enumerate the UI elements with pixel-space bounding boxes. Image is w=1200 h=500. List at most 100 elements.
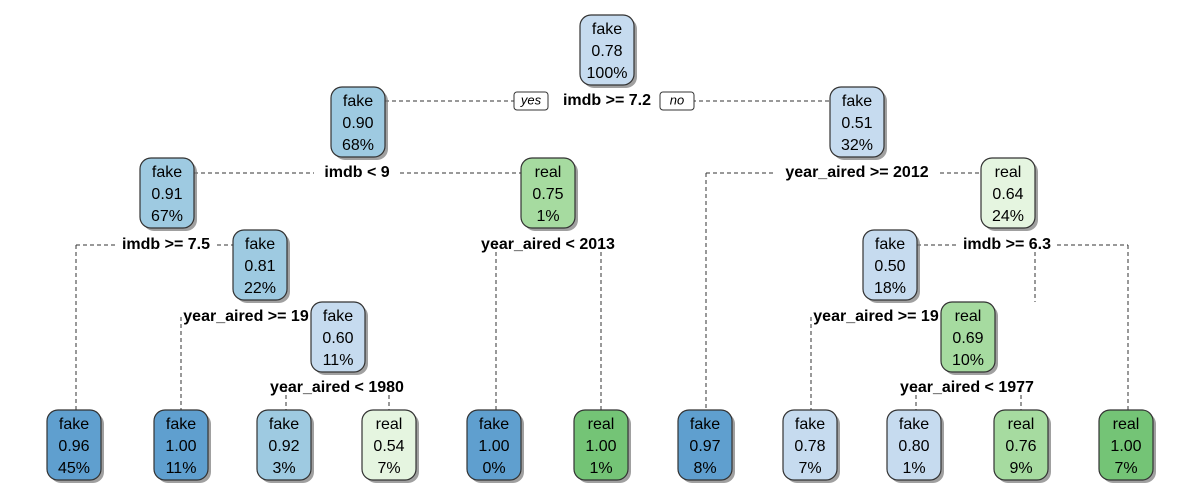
node-pct: 7% [377, 460, 400, 477]
node-pct: 18% [874, 280, 906, 297]
node-pct: 32% [841, 137, 873, 154]
node-pct: 3% [272, 460, 295, 477]
tree-node: real 0.69 10% [940, 301, 998, 375]
node-label: fake [59, 416, 89, 433]
node-label: fake [875, 236, 905, 253]
node-prob: 0.75 [532, 186, 563, 203]
node-label: fake [899, 416, 929, 433]
node-pct: 9% [1009, 460, 1032, 477]
node-label: real [1113, 416, 1140, 433]
edges [75, 100, 1129, 410]
split-label: imdb >= 6.3 [963, 236, 1051, 253]
node-label: fake [592, 21, 622, 38]
node-prob: 0.50 [874, 258, 905, 275]
node-prob: 0.78 [794, 438, 825, 455]
node-pct: 11% [166, 460, 197, 477]
node-label: fake [166, 416, 196, 433]
node-pct: 45% [58, 460, 90, 477]
node-label: real [376, 416, 403, 433]
tree-node: fake 0.60 11% [310, 301, 368, 375]
node-prob: 0.96 [58, 438, 89, 455]
node-pct: 8% [693, 460, 716, 477]
node-label: fake [245, 236, 275, 253]
node-pct: 1% [536, 208, 559, 225]
svg-text:no: no [670, 92, 684, 107]
node-pct: 67% [151, 208, 183, 225]
node-label: real [1008, 416, 1035, 433]
tree-node: fake 0.80 1% [886, 409, 944, 483]
node-label: real [955, 308, 982, 325]
node-pct: 11% [323, 352, 354, 369]
node-prob: 0.76 [1005, 438, 1036, 455]
node-label: real [588, 416, 615, 433]
node-pct: 7% [798, 460, 821, 477]
no-tag: no [659, 91, 695, 111]
tree-node: fake 1.00 0% [466, 409, 524, 483]
node-prob: 0.78 [591, 43, 622, 60]
tree-node: real 0.64 24% [980, 157, 1038, 231]
node-prob: 0.91 [151, 186, 182, 203]
node-label: fake [343, 93, 373, 110]
node-label: fake [842, 93, 872, 110]
node-prob: 0.64 [992, 186, 1023, 203]
node-pct: 7% [1114, 460, 1137, 477]
tree-node: fake 0.92 3% [256, 409, 314, 483]
node-prob: 1.00 [478, 438, 509, 455]
node-prob: 0.90 [342, 115, 373, 132]
split-label: year_aired >= 19 [813, 308, 939, 325]
node-prob: 0.97 [689, 438, 720, 455]
node-label: fake [269, 416, 299, 433]
node-prob: 1.00 [585, 438, 616, 455]
node-prob: 1.00 [1110, 438, 1141, 455]
node-pct: 24% [992, 208, 1024, 225]
tree-node: fake 0.96 45% [46, 409, 104, 483]
tree-node: real 0.75 1% [520, 157, 578, 231]
node-pct: 22% [244, 280, 276, 297]
split-label: year_aired < 1977 [900, 379, 1034, 396]
svg-text:yes: yes [520, 92, 542, 107]
node-pct: 0% [482, 460, 505, 477]
split-label: year_aired >= 2012 [785, 164, 928, 181]
tree-node: real 0.54 7% [361, 409, 419, 483]
node-pct: 1% [589, 460, 612, 477]
tree-node: real 1.00 7% [1098, 409, 1156, 483]
tree-node: fake 0.51 32% [829, 86, 887, 160]
node-pct: 68% [342, 137, 374, 154]
node-prob: 0.60 [322, 330, 353, 347]
tree-node: real 1.00 1% [573, 409, 631, 483]
tree-node: fake 0.78 100% [579, 14, 637, 88]
split-label: imdb >= 7.2 [563, 92, 651, 109]
split-label: imdb < 9 [324, 164, 389, 181]
node-prob: 0.69 [952, 330, 983, 347]
node-prob: 0.92 [268, 438, 299, 455]
node-prob: 0.80 [898, 438, 929, 455]
node-label: real [535, 164, 562, 181]
node-prob: 0.54 [373, 438, 404, 455]
node-label: fake [795, 416, 825, 433]
tree-node: fake 0.97 8% [677, 409, 735, 483]
split-label: year_aired < 2013 [481, 236, 615, 253]
node-prob: 0.81 [244, 258, 275, 275]
node-label: fake [479, 416, 509, 433]
node-prob: 0.51 [841, 115, 872, 132]
tree-node: fake 0.78 7% [782, 409, 840, 483]
yes-tag: yes [513, 91, 549, 111]
node-pct: 1% [902, 460, 925, 477]
node-prob: 1.00 [165, 438, 196, 455]
tree-node: fake 0.81 22% [232, 229, 290, 303]
node-label: fake [690, 416, 720, 433]
split-label: year_aired >= 19 [183, 308, 309, 325]
node-label: real [995, 164, 1022, 181]
split-label: year_aired < 1980 [270, 379, 404, 396]
tree-node: fake 1.00 11% [153, 409, 211, 483]
node-pct: 10% [952, 352, 984, 369]
node-pct: 100% [587, 65, 628, 82]
tree-node: fake 0.90 68% [330, 86, 388, 160]
tree-node: fake 0.91 67% [139, 157, 197, 231]
node-label: fake [152, 164, 182, 181]
tree-node: real 0.76 9% [993, 409, 1051, 483]
split-label: imdb >= 7.5 [122, 236, 210, 253]
tree-node: fake 0.50 18% [862, 229, 920, 303]
node-label: fake [323, 308, 353, 325]
